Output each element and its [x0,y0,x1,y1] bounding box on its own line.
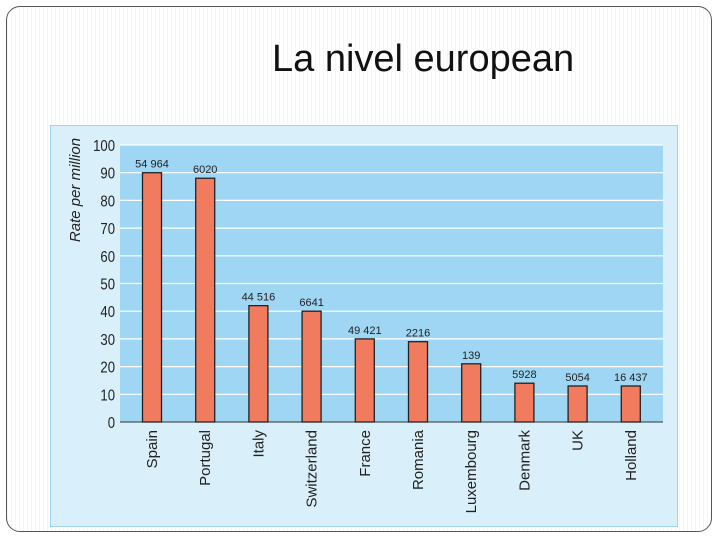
bar-romania [407,341,429,423]
bar-spain [141,172,163,423]
x-tick-label-switzerland: Switzerland [304,430,321,508]
x-tick-label-spain: Spain [144,430,161,468]
data-label-france: 49 421 [348,325,382,337]
y-tick-label: 30 [100,332,115,349]
data-label-holland: 16 437 [614,372,648,384]
x-tick-label-romania: Romania [410,429,427,490]
x-tick-label-denmark: Denmark [516,430,533,491]
data-label-portugal: 6020 [193,164,217,176]
x-tick-label-italy: Italy [250,430,267,458]
bar-italy [248,305,269,423]
y-axis-label: Rate per million [67,138,84,242]
y-tick-label: 20 [100,359,115,376]
bar-holland [620,385,641,423]
y-tick-label: 70 [100,221,115,238]
data-label-switzerland: 6641 [299,297,323,309]
y-tick-label: 80 [100,193,115,210]
y-tick-label: 0 [108,415,115,432]
data-label-italy: 44 516 [242,292,276,304]
x-tick-label-portugal: Portugal [197,430,214,486]
data-label-uk: 5054 [565,372,589,384]
x-tick-label-luxembourg: Luxembourg [463,430,480,513]
data-label-luxembourg: 139 [462,350,480,362]
y-tick-label: 10 [100,387,115,404]
bar-france [354,338,375,423]
x-tick-label-holland: Holland [623,430,640,481]
y-tick-label: 60 [100,249,115,266]
y-tick-label: 100 [93,138,115,155]
bar-switzerland [301,310,322,423]
data-label-denmark: 5928 [512,369,536,381]
data-label-romania: 2216 [406,328,430,340]
slide-title: La nivel european [272,38,575,80]
bar-portugal [195,177,216,423]
bar-denmark [514,382,535,423]
y-tick-label: 40 [100,304,115,321]
data-label-spain: 54 964 [135,159,169,171]
x-tick-label-france: France [357,430,374,477]
x-tick-label-uk: UK [570,430,587,451]
bar-uk [567,385,588,423]
bar-chart: 0 10 20 30 40 50 60 70 80 90 100 Rate per million 54… [50,125,678,527]
bar-luxembourg [461,363,482,423]
y-tick-label: 90 [100,166,115,183]
y-tick-label: 50 [100,276,115,293]
